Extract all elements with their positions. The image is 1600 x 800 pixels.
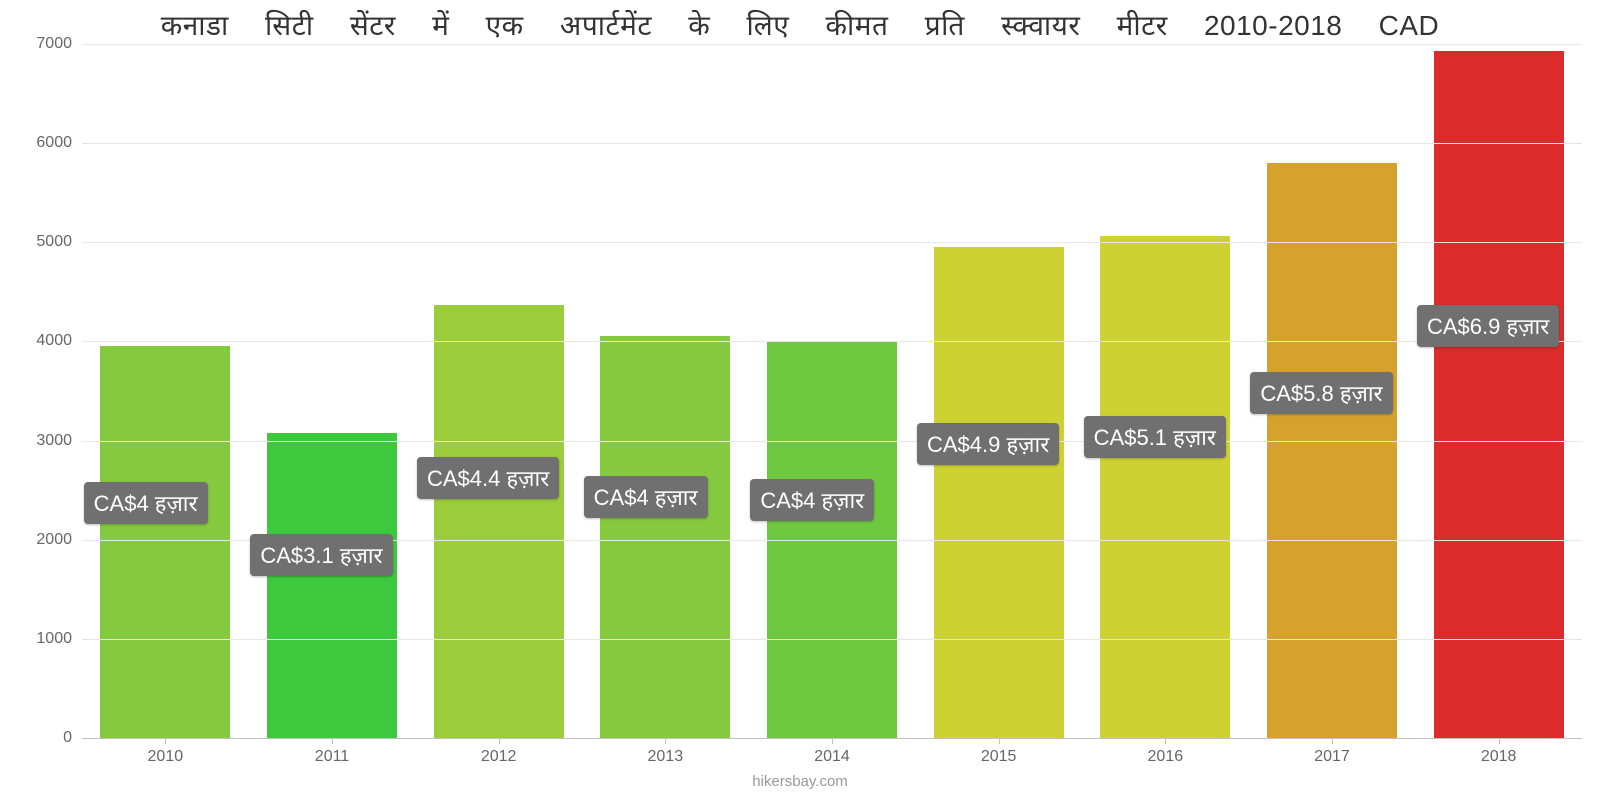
y-tick-label: 3000	[36, 432, 72, 450]
y-tick-label: 1000	[36, 630, 72, 648]
bar	[1267, 163, 1397, 738]
y-tick-label: 7000	[36, 35, 72, 53]
x-tick-label: 2010	[148, 748, 184, 766]
x-tick-label: 2015	[981, 748, 1017, 766]
y-tick-label: 0	[63, 729, 72, 747]
value-label: CA$4 हज़ार	[584, 476, 708, 518]
x-tick-label: 2018	[1481, 748, 1517, 766]
bar	[1434, 51, 1564, 738]
y-tick-label: 4000	[36, 332, 72, 350]
y-tick-label: 5000	[36, 233, 72, 251]
x-tick	[1332, 738, 1333, 744]
y-tick-label: 2000	[36, 531, 72, 549]
x-tick	[332, 738, 333, 744]
chart-credit: hikersbay.com	[0, 773, 1600, 790]
x-tick-label: 2011	[315, 748, 349, 766]
value-label: CA$6.9 हज़ार	[1417, 305, 1559, 347]
grid-line	[82, 341, 1582, 342]
x-tick	[1165, 738, 1166, 744]
x-tick	[665, 738, 666, 744]
bar	[100, 346, 230, 738]
value-label: CA$4 हज़ार	[750, 479, 874, 521]
x-tick	[1499, 738, 1500, 744]
value-label: CA$4 हज़ार	[84, 482, 208, 524]
value-label: CA$5.1 हज़ार	[1084, 416, 1226, 458]
grid-line	[82, 441, 1582, 442]
chart-title: कनाडा सिटी सेंटर में एक अपार्टमेंट के लि…	[0, 6, 1600, 44]
grid-line	[82, 143, 1582, 144]
grid-line	[82, 242, 1582, 243]
value-label: CA$4.4 हज़ार	[417, 457, 559, 499]
chart-plot-area: 010002000300040005000600070002010CA$4 हज…	[82, 44, 1582, 738]
x-tick-label: 2012	[481, 748, 517, 766]
x-tick	[165, 738, 166, 744]
grid-line	[82, 639, 1582, 640]
x-tick	[999, 738, 1000, 744]
value-label: CA$4.9 हज़ार	[917, 423, 1059, 465]
bar	[934, 247, 1064, 738]
x-tick-label: 2014	[814, 748, 850, 766]
x-tick-label: 2017	[1314, 748, 1350, 766]
bar	[1100, 236, 1230, 738]
value-label: CA$3.1 हज़ार	[250, 534, 392, 576]
y-tick-label: 6000	[36, 134, 72, 152]
bar	[434, 305, 564, 738]
value-label: CA$5.8 हज़ार	[1250, 372, 1392, 414]
x-tick	[832, 738, 833, 744]
x-tick-label: 2016	[1148, 748, 1184, 766]
x-tick	[499, 738, 500, 744]
grid-line	[82, 44, 1582, 45]
bar	[600, 336, 730, 738]
bar	[267, 433, 397, 738]
x-tick-label: 2013	[648, 748, 684, 766]
